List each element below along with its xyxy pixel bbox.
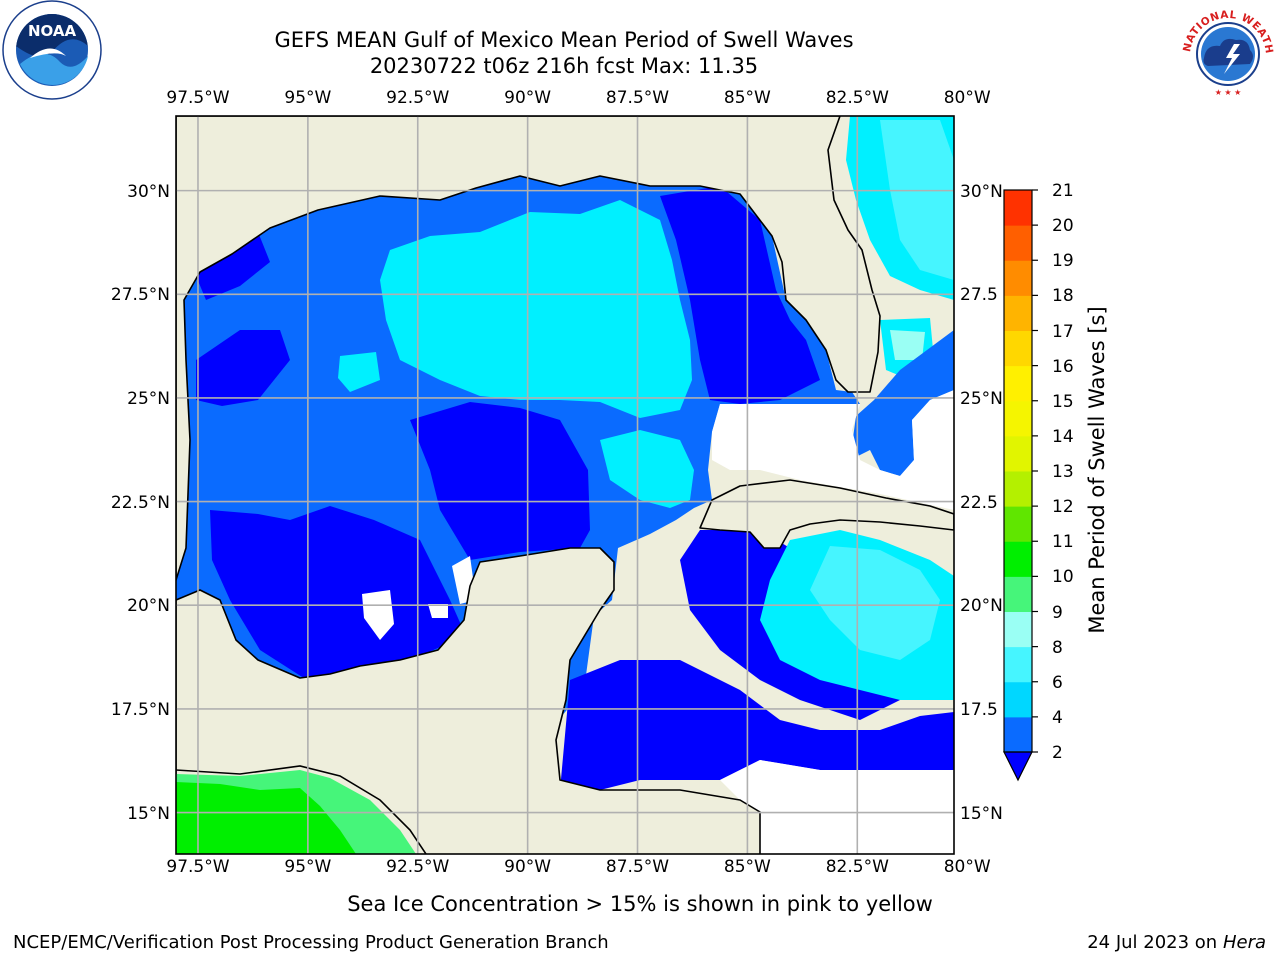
lat-label-left: 20°N bbox=[127, 596, 170, 617]
colorbar-segment bbox=[1004, 365, 1032, 402]
colorbar-tick-label: 16 bbox=[1052, 356, 1074, 377]
footer-date: 24 Jul 2023 on bbox=[1087, 932, 1223, 953]
lon-label-bottom: 97.5°W bbox=[166, 857, 230, 877]
noaa-logo: NOAA bbox=[0, 0, 104, 104]
no-data-regions bbox=[362, 390, 954, 854]
colorbar-segment bbox=[1004, 646, 1032, 683]
footer-host: Hera bbox=[1222, 932, 1266, 953]
colorbar-tick-label: 9 bbox=[1052, 602, 1063, 623]
colorbar-tick-label: 18 bbox=[1052, 286, 1074, 307]
svg-text:★ ★ ★: ★ ★ ★ bbox=[1215, 88, 1242, 97]
lat-label-right: 25°N bbox=[960, 388, 1003, 409]
colorbar-tick-label: 15 bbox=[1052, 391, 1074, 412]
colorbar-tick-label: 20 bbox=[1052, 216, 1074, 237]
colorbar-segment bbox=[1004, 506, 1032, 542]
lat-label-left: 22.5°N bbox=[110, 492, 170, 513]
lat-label-right: 30°N bbox=[960, 181, 1003, 202]
colorbar-extend-arrow bbox=[1003, 751, 1033, 782]
lon-label-top: 92.5°W bbox=[386, 88, 450, 108]
lon-label-bottom: 85°W bbox=[723, 857, 771, 877]
lat-label-right: 17.5 bbox=[960, 699, 998, 720]
nws-logo: NATIONAL WEATHER SERVICE ★ ★ ★ bbox=[1172, 0, 1280, 104]
lon-label-bottom: 92.5°W bbox=[386, 857, 450, 877]
colorbar bbox=[1003, 189, 1038, 782]
colorbar-tick-label: 17 bbox=[1052, 321, 1074, 342]
lon-label-top: 87.5°W bbox=[605, 88, 670, 108]
colorbar-tick-label: 6 bbox=[1052, 672, 1063, 693]
colorbar-segment bbox=[1004, 611, 1032, 648]
colorbar-segment bbox=[1004, 716, 1032, 753]
colorbar-tick-label: 11 bbox=[1052, 532, 1074, 553]
colorbar-tick-label: 12 bbox=[1052, 497, 1074, 518]
lon-label-bottom: 90°W bbox=[504, 857, 552, 877]
colorbar-tick-label: 8 bbox=[1052, 637, 1063, 658]
colorbar-title: Mean Period of Swell Waves [s] bbox=[1085, 306, 1109, 634]
lon-label-bottom: 95°W bbox=[284, 857, 332, 877]
lat-label-left: 30°N bbox=[127, 181, 170, 202]
noaa-logo-text: NOAA bbox=[28, 22, 77, 40]
graticule bbox=[176, 116, 954, 854]
colorbar-segment bbox=[1004, 471, 1032, 507]
colorbar-tick-label: 13 bbox=[1052, 462, 1074, 482]
lat-label-left: 17.5°N bbox=[110, 699, 170, 720]
colorbar-segment bbox=[1004, 330, 1032, 367]
colorbar-segment bbox=[1004, 435, 1032, 472]
colorbar-tick-label: 21 bbox=[1052, 181, 1074, 201]
lat-label-left: 25°N bbox=[127, 388, 170, 409]
colorbar-tick-label: 14 bbox=[1052, 426, 1074, 447]
colorbar-tick-label: 19 bbox=[1052, 251, 1074, 272]
mid-period-highlights bbox=[810, 120, 954, 660]
lat-label-left: 15°N bbox=[127, 803, 170, 824]
colorbar-tick-label: 10 bbox=[1052, 567, 1074, 588]
footer-left: NCEP/EMC/Verification Post Processing Pr… bbox=[13, 932, 609, 953]
footer-right: 24 Jul 2023 on Hera bbox=[1087, 932, 1266, 953]
lat-label-right: 20°N bbox=[960, 596, 1003, 617]
lat-label-right: 27.5 bbox=[960, 285, 998, 306]
colorbar-segment bbox=[1004, 681, 1032, 718]
colorbar-segment bbox=[1004, 295, 1032, 331]
colorbar-tick-label: 4 bbox=[1052, 707, 1063, 728]
colorbar-segment bbox=[1004, 225, 1032, 261]
caribbean-water bbox=[850, 330, 954, 476]
lat-label-right: 22.5 bbox=[960, 492, 998, 513]
colorbar-segment bbox=[1004, 400, 1032, 437]
sea-ice-caption: Sea Ice Concentration > 15% is shown in … bbox=[347, 892, 933, 916]
lon-label-top: 85°W bbox=[723, 88, 771, 108]
colorbar-segment bbox=[1004, 541, 1032, 577]
map-frame bbox=[175, 115, 955, 855]
lon-label-top: 90°W bbox=[504, 88, 552, 108]
lon-label-bottom: 87.5°W bbox=[605, 857, 670, 877]
lat-label-left: 27.5°N bbox=[110, 285, 170, 306]
lon-label-top: 95°W bbox=[284, 88, 332, 108]
map-subtitle: 20230722 t06z 216h fcst Max: 11.35 bbox=[369, 54, 759, 78]
colorbar-tick-label: 2 bbox=[1052, 743, 1063, 763]
lon-label-bottom: 82.5°W bbox=[825, 857, 889, 877]
lon-label-top: 80°W bbox=[943, 88, 991, 108]
pacific-coast bbox=[176, 765, 427, 854]
lat-label-right: 15°N bbox=[960, 803, 1003, 824]
map-title: GEFS MEAN Gulf of Mexico Mean Period of … bbox=[274, 28, 854, 52]
colorbar-segment bbox=[1004, 260, 1032, 296]
lon-label-bottom: 80°W bbox=[943, 857, 991, 877]
colorbar-segment bbox=[1004, 190, 1032, 226]
colorbar-segment bbox=[1004, 576, 1032, 612]
lon-label-top: 82.5°W bbox=[825, 88, 889, 108]
lon-label-top: 97.5°W bbox=[166, 88, 230, 108]
